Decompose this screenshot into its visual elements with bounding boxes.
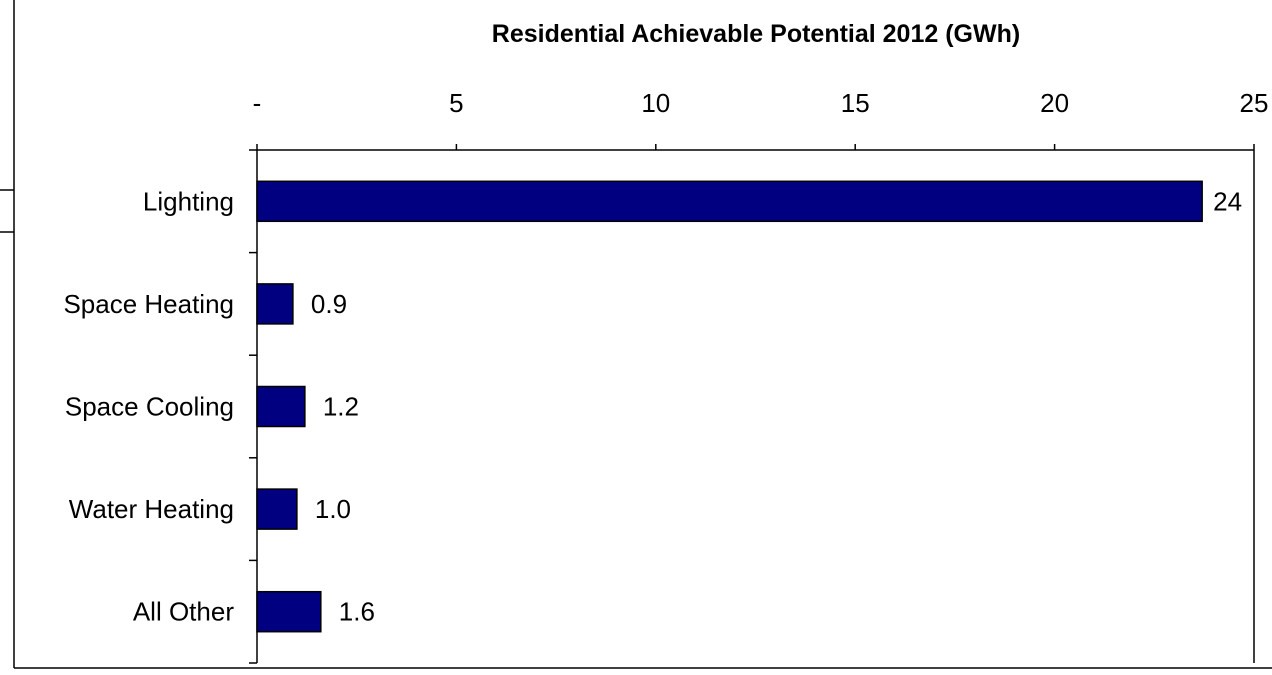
data-label: 24 (1213, 186, 1242, 216)
x-tick-label: - (253, 88, 262, 118)
category-label: Lighting (143, 186, 234, 216)
x-tick-label: 15 (841, 88, 870, 118)
plot-area (256, 149, 1255, 663)
data-label: 1.0 (315, 494, 351, 524)
data-label: 1.2 (323, 392, 359, 422)
data-label: 1.6 (339, 597, 375, 627)
category-label: All Other (133, 597, 234, 627)
chart-title: Residential Achievable Potential 2012 (G… (492, 20, 1020, 48)
bars: 24 0.9 1.2 1.0 1.6 (256, 180, 1242, 633)
x-tick-label: 10 (641, 88, 670, 118)
bar-lighting (256, 180, 1203, 223)
x-axis: - 5 10 15 20 25 (253, 88, 1269, 150)
category-label: Space Heating (63, 289, 234, 319)
bar-space-heating (256, 283, 294, 325)
category-label: Water Heating (69, 494, 234, 524)
x-tick-label: 25 (1240, 88, 1269, 118)
category-label: Space Cooling (65, 392, 234, 422)
bar-water-heating (256, 488, 298, 530)
bar-space-cooling (256, 385, 306, 428)
data-label: 0.9 (311, 289, 347, 319)
y-axis: Lighting Space Heating Space Cooling Water … (63, 149, 257, 664)
x-tick-label: 20 (1040, 88, 1069, 118)
bar-all-other (256, 590, 322, 633)
x-tick-label: 5 (449, 88, 463, 118)
